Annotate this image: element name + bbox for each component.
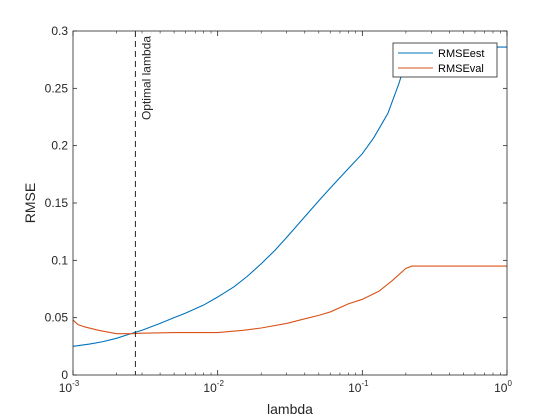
plot-area <box>73 31 507 375</box>
y-tick-label: 0.25 <box>45 81 69 95</box>
y-tick-label: 0.1 <box>51 253 68 267</box>
legend: RMSEest RMSEval <box>392 42 498 78</box>
legend-label-rmseest: RMSEest <box>438 48 484 60</box>
series-line-rmseest <box>72 46 507 347</box>
legend-label-rmseval: RMSEval <box>438 63 484 75</box>
legend-box <box>392 42 498 78</box>
y-tick-label: 0.2 <box>51 139 68 153</box>
annotation-layer: Optimal lambda <box>134 31 153 375</box>
x-tick-label: 10-1 <box>348 379 369 395</box>
y-tick-label: 0 <box>61 368 68 382</box>
series-line-rmseval <box>72 265 507 335</box>
x-axis-label: lambda <box>267 401 313 417</box>
series-layer <box>72 46 507 347</box>
ticks-layer: 0 0.05 0.1 0.15 0.2 0.25 0.3 10-3 10-2 10-1 100 <box>45 24 513 395</box>
y-tick-label: 0.15 <box>45 196 69 210</box>
optimal-lambda-label: Optimal lambda <box>139 36 153 120</box>
y-tick-label: 0.05 <box>45 311 69 325</box>
y-axis-label: RMSE <box>22 183 38 223</box>
x-tick-label: 100 <box>494 379 512 395</box>
x-tick-label: 10-2 <box>203 379 224 395</box>
x-tick-label: 10-3 <box>59 379 80 395</box>
y-tick-label: 0.3 <box>51 24 68 38</box>
